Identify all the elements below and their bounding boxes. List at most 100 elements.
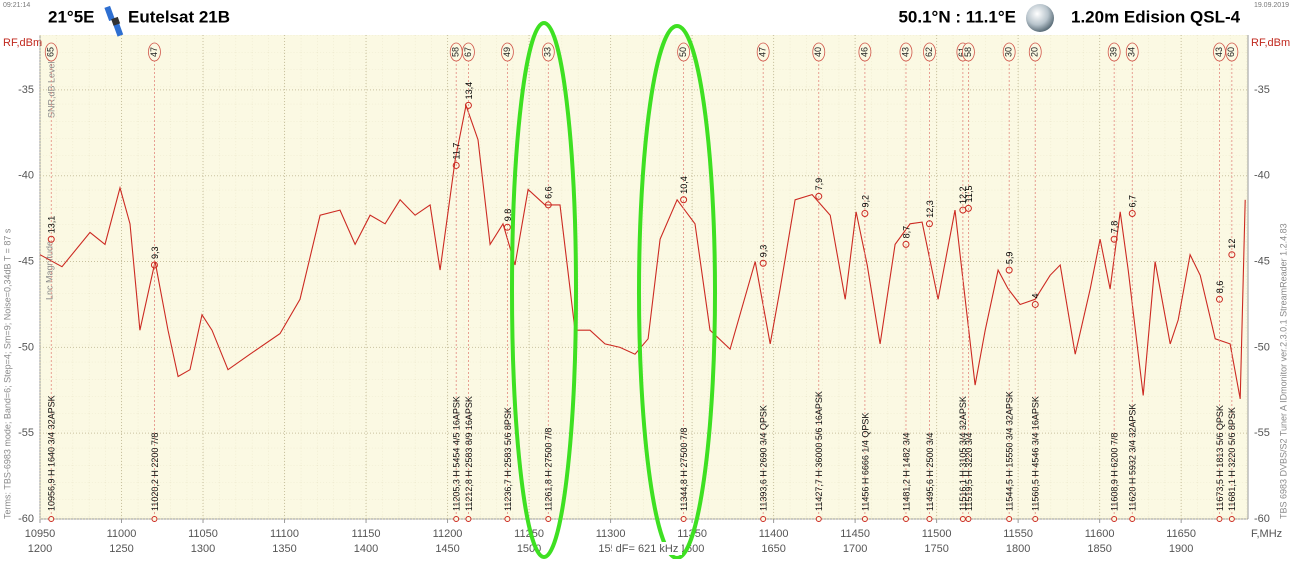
x2-tick-label: 1250 — [109, 543, 133, 555]
marker-index: 58 — [963, 47, 973, 57]
x-tick-label: 10950 — [25, 528, 56, 540]
y-tick-label: -45 — [18, 255, 34, 267]
x-tick-label: 11550 — [1003, 528, 1033, 540]
marker-point — [544, 201, 552, 209]
grid: -60 -60 -55 -55 -50 -50 -45 -45 -40 -40 -35 -35 1095… — [18, 35, 1270, 555]
marker-badge — [923, 42, 936, 62]
marker-info: 11608,9 H 6200 7/8 — [1110, 433, 1120, 511]
x-tick-label: 11400 — [759, 528, 789, 540]
marker-index: 20 — [1030, 47, 1040, 57]
marker-index: 60 — [1226, 47, 1236, 57]
marker-info: 11516,1 H 3105 3/4 32APSK — [958, 396, 968, 511]
y-axis-label-right: RF,dBm — [1251, 37, 1290, 49]
marker-snr: 13,1 — [47, 216, 57, 234]
marker-info: 11681,1 H 3220 5/6 8PSK — [1227, 407, 1237, 511]
marker-index: 58 — [451, 47, 461, 57]
marker-point — [925, 220, 933, 228]
marker-point — [1110, 235, 1118, 243]
marker-point — [1215, 295, 1223, 303]
marker-point — [1128, 209, 1136, 217]
lnc-note: Lnc Magnitude — [44, 241, 54, 300]
marker-badge — [962, 42, 975, 62]
marker-index: 39 — [1109, 47, 1119, 57]
marker-snr: 8,7 — [901, 226, 911, 239]
marker-badge — [44, 42, 58, 62]
spectrum-trace — [39, 103, 1246, 399]
marker-snr: 13,4 — [464, 82, 474, 100]
marker-info: 11205,3 H 5454 4/5 16APSK — [452, 396, 462, 511]
marker-index: 67 — [463, 47, 473, 57]
y-tick-label: -55 — [18, 427, 34, 439]
marker-index: 30 — [1004, 47, 1014, 57]
marker-foot — [680, 516, 687, 522]
highlight-ellipse — [637, 24, 717, 560]
x2-tick-label: 1850 — [1087, 543, 1111, 555]
highlight-ellipse — [510, 21, 578, 559]
marker-info: 11393,6 H 2690 3/4 QPSK — [759, 405, 769, 511]
date: 19.09.2019 — [1254, 2, 1289, 9]
marker-index: 34 — [1127, 47, 1137, 57]
location: 50.1°N : 11.1°E — [898, 7, 1016, 26]
x-axis-label: F,MHz — [1251, 528, 1282, 540]
marker-point — [150, 261, 158, 269]
marker-foot — [861, 516, 868, 522]
y-tick-label: -50 — [18, 341, 34, 353]
x-tick-label: 11650 — [1166, 528, 1196, 540]
version-note: TBS 6983 DVBS/S2 Tuner A IDmonitor ver.2… — [1278, 223, 1288, 519]
marker-info: 11495,6 H 2500 3/4 — [925, 433, 935, 511]
x2-tick-label: 1450 — [435, 543, 459, 555]
marker-snr: 7,8 — [1110, 221, 1120, 234]
marker-point — [1228, 251, 1236, 259]
marker-point — [964, 204, 972, 212]
marker-foot — [545, 516, 552, 522]
marker-snr: 9,2 — [860, 195, 870, 208]
marker-point — [464, 101, 472, 109]
marker-info: 11560,5 H 4546 3/4 16APSK — [1031, 396, 1041, 511]
marker-badge — [899, 42, 913, 62]
marker-badge — [1002, 42, 1016, 62]
x-tick-label: 11300 — [596, 528, 626, 540]
marker-point — [452, 161, 460, 169]
terms-note: Terms: TBS-6983 mode; Band=6; Step=4; Sm… — [2, 228, 12, 519]
marker-index: 40 — [813, 47, 823, 57]
marker-snr: 6,7 — [1128, 195, 1138, 208]
marker-foot — [1129, 516, 1136, 522]
marker-badge — [812, 42, 826, 62]
marker-badge — [1125, 42, 1139, 62]
marker-snr: 9,3 — [759, 245, 769, 258]
marker-info: 11236,7 H 2583 5/6 8PSK — [503, 407, 513, 511]
satellite-name: Eutelsat 21B — [128, 7, 230, 26]
marker-info: 10956,9 H 1640 3/4 32APSK — [47, 395, 57, 511]
marker-badge — [756, 42, 770, 62]
y-tick-label-right: -60 — [1254, 513, 1270, 525]
marker-point — [47, 235, 55, 243]
x2-tick-label: 1350 — [272, 543, 296, 555]
y-tick-label: -40 — [18, 170, 34, 182]
marks — [39, 103, 1246, 399]
time: 09:21:14 — [3, 2, 30, 9]
marker-info: 11620 H 5932 3/4 32APSK — [1128, 404, 1138, 511]
marker-foot — [959, 516, 966, 522]
marker-snr: 4 — [1031, 293, 1041, 298]
cursor-label: dF= 621 kHz — [616, 543, 679, 555]
x2-tick-label: 1800 — [1006, 543, 1030, 555]
x2-tick-label: 1650 — [761, 543, 785, 555]
orbit: 21°5E — [48, 7, 95, 26]
cursor-box — [612, 542, 682, 555]
marker-foot — [965, 516, 972, 522]
marker-badge — [541, 42, 555, 62]
y-tick-label: -35 — [18, 84, 34, 96]
marker-info: 11673,5 H 1813 5/6 QPSK — [1215, 405, 1225, 511]
marker-snr: 11,7 — [452, 143, 462, 160]
marker-badge — [148, 42, 161, 62]
x-tick-label: 11600 — [1085, 528, 1115, 540]
x-tick-label: 11200 — [433, 528, 463, 540]
marker-foot — [465, 516, 472, 522]
y-tick-label-right: -45 — [1254, 255, 1270, 267]
marker-index: 43 — [1214, 47, 1224, 57]
marker-index: 49 — [502, 47, 512, 57]
x-tick-label: 11100 — [270, 528, 299, 540]
marker-badge — [1225, 42, 1239, 62]
marker-badge — [858, 42, 872, 62]
